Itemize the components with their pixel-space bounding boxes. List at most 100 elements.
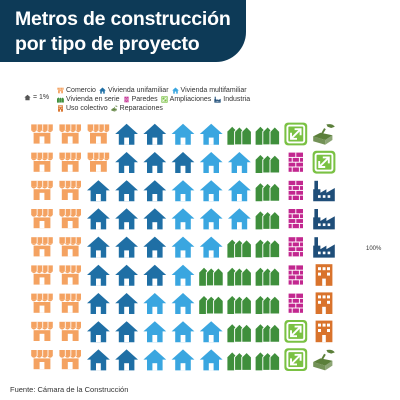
legend-entry: Vivienda multifamiliar [171,87,247,94]
wall-icon [123,96,129,103]
store-icon [59,237,81,257]
house-icon [115,180,138,202]
house-icon [199,321,223,343]
row-houses-icon [199,295,224,315]
store-icon [59,209,81,229]
house-icon [228,208,251,230]
scale-text: = 1% [33,94,50,101]
house-icon [87,208,110,230]
building-icon [58,105,63,112]
expand-icon [160,96,168,103]
row-houses-icon [255,267,281,287]
wall-icon [288,208,304,229]
house-icon [99,87,106,94]
legend-entry: Comercio [57,87,96,94]
building-icon [315,320,333,343]
store-icon [31,124,53,144]
house-icon [143,293,167,314]
wall-icon [288,180,304,201]
house-icon [115,321,138,343]
expand-icon [284,122,308,146]
store-icon [59,180,81,200]
store-icon [87,152,110,172]
store-icon [31,209,53,229]
house-icon [171,123,195,145]
house-icon [143,208,167,230]
factory-icon [313,180,335,202]
house-icon [228,180,251,202]
legend-row: Comercio Vivienda unifamiliar Vivienda mul… [57,86,357,95]
house-icon [171,180,195,202]
house-icon [143,349,167,371]
house-icon [171,208,195,230]
house-icon [143,236,167,258]
house-icon [171,264,195,286]
row-houses-icon [255,238,281,259]
row-houses-icon [255,154,281,174]
store-icon [31,293,53,313]
house-icon [115,123,138,145]
scale-legend: = 1% [24,94,49,101]
source-note: Fuente: Cámara de la Construcción [10,385,129,394]
legend-label: Comercio [66,87,96,94]
house-icon [87,180,110,202]
legend-label: Industria [223,96,251,103]
row-houses-icon [227,351,252,371]
legend: Comercio Vivienda unifamiliar Vivienda mul… [57,86,357,113]
wall-icon [288,237,304,257]
store-icon [57,87,64,94]
legend-row: Vivienda en serie Paredes Ampliaciones Indu… [57,95,357,104]
total-percent-label: 100% [366,246,382,252]
house-icon [143,123,167,145]
store-icon [59,124,81,144]
row-houses-icon [255,126,281,146]
store-icon [31,152,53,172]
house-icon [171,293,195,314]
factory-icon [313,209,335,230]
house-icon [143,152,167,173]
legend-entry: Vivienda unifamiliar [99,87,169,94]
store-icon [59,152,81,172]
repair-icon [313,124,335,145]
house-icon [199,236,223,258]
legend-label: Vivienda unifamiliar [107,87,169,94]
store-icon [31,350,53,370]
house-icon [115,208,138,230]
store-icon [31,180,53,200]
store-icon [31,321,53,341]
repair-icon [313,349,335,371]
legend-row: Uso colectivo Reparaciones [57,104,357,113]
house-icon [87,293,110,314]
house-icon [143,180,167,202]
store-icon [59,265,81,285]
house-icon [115,264,138,286]
house-icon [171,236,195,258]
house-icon [115,349,138,371]
chart-title-line-1: Metros de construcción [15,8,231,30]
building-icon [315,264,333,286]
house-icon [143,264,167,286]
row-houses-icon [255,182,281,202]
house-icon [199,349,223,371]
house-icon [115,236,138,258]
house-icon [171,321,195,343]
house-icon [199,123,223,145]
store-icon [59,321,81,341]
factory-icon [214,96,221,103]
house-icon [115,152,138,173]
wall-icon [288,152,304,172]
chart-title-line-2: por tipo de proyecto [15,33,200,55]
row-houses-icon [255,351,281,371]
legend-label: Vivienda multifamiliar [180,87,247,94]
store-icon [87,124,110,144]
wall-icon [288,293,304,313]
store-icon [59,350,81,370]
row-houses-icon [227,323,252,343]
row-houses-icon [227,267,252,287]
row-houses-icon [227,126,252,146]
store-icon [59,293,81,313]
row-houses-icon [57,97,64,103]
legend-entry: Ampliaciones [160,96,211,103]
expand-icon [284,320,308,343]
row-houses-icon [255,295,281,315]
